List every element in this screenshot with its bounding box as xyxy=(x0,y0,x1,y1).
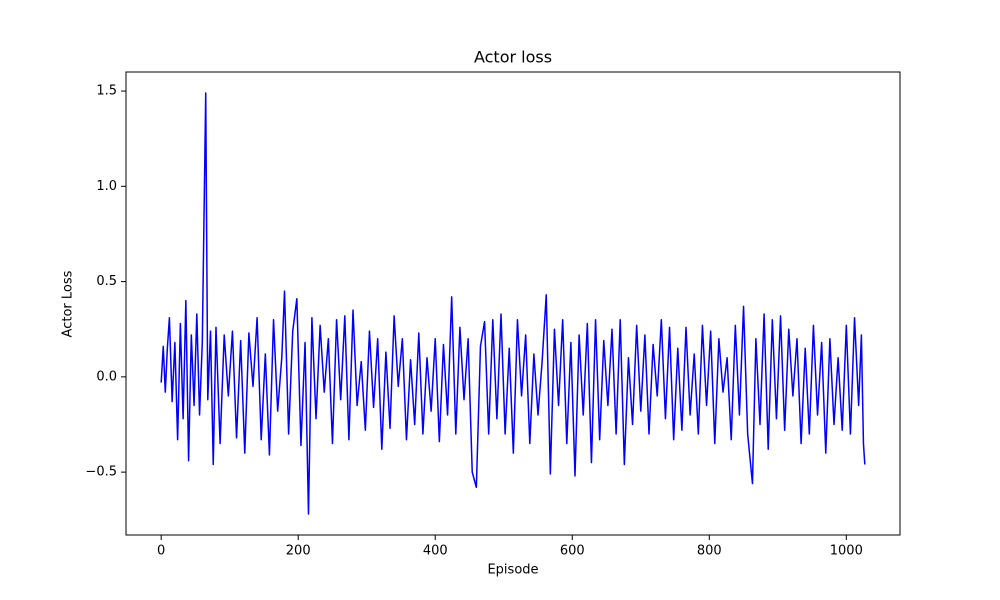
y-axis-label: Actor Loss xyxy=(61,270,76,337)
line-series xyxy=(160,92,866,515)
x-tick-label: 200 xyxy=(286,544,311,559)
y-tick-label: 1.5 xyxy=(96,84,117,99)
y-tick-label: 0.0 xyxy=(96,369,117,384)
y-tick-label: 1.0 xyxy=(96,179,117,194)
x-axis-label: Episode xyxy=(487,563,538,578)
chart-title: Actor loss xyxy=(474,48,552,67)
x-tick-label: 1000 xyxy=(830,544,863,559)
y-tick-label: 0.5 xyxy=(96,274,117,289)
plot-frame xyxy=(125,71,901,536)
y-tick-label: −0.5 xyxy=(85,465,117,480)
x-tick-label: 600 xyxy=(560,544,585,559)
x-tick-label: 400 xyxy=(423,544,448,559)
x-tick-label: 0 xyxy=(157,544,165,559)
x-tick-label: 800 xyxy=(697,544,722,559)
